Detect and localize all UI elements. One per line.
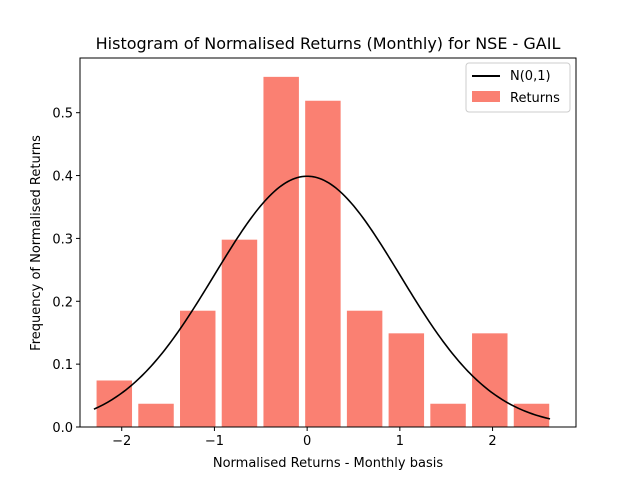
y-tick-label: 0.5 bbox=[52, 107, 73, 122]
x-axis-label: Normalised Returns - Monthly basis bbox=[213, 456, 443, 471]
y-tick-label: 0.1 bbox=[52, 358, 73, 373]
histogram-bar bbox=[96, 380, 133, 427]
histogram-bar bbox=[430, 403, 466, 427]
plot-frame bbox=[79, 57, 577, 428]
legend: N(0,1) Returns bbox=[465, 62, 571, 113]
x-tick-label: −2 bbox=[112, 434, 131, 449]
histogram-bar bbox=[305, 100, 341, 428]
histogram-bar bbox=[263, 76, 299, 427]
legend-bar-swatch bbox=[472, 91, 500, 102]
histogram-bar bbox=[388, 333, 425, 427]
histogram-bar bbox=[346, 310, 383, 427]
x-tick-label: 2 bbox=[488, 434, 496, 449]
normal-curve-line bbox=[93, 175, 551, 420]
x-tick-label: −1 bbox=[205, 434, 224, 449]
y-tick-label: 0.2 bbox=[52, 295, 73, 310]
bars-group bbox=[96, 76, 550, 428]
x-tick-label: 1 bbox=[396, 434, 404, 449]
legend-label-returns: Returns bbox=[510, 91, 560, 106]
histogram-bar bbox=[180, 310, 216, 427]
chart-title: Histogram of Normalised Returns (Monthly… bbox=[96, 34, 561, 53]
y-tick-label: 0.4 bbox=[52, 170, 73, 185]
histogram-bar bbox=[138, 403, 174, 427]
y-tick-label: 0.3 bbox=[52, 232, 73, 247]
x-axis-ticks: −2 −1 0 1 2 bbox=[112, 427, 497, 449]
x-tick-label: 0 bbox=[303, 434, 311, 449]
histogram-bar bbox=[221, 239, 258, 427]
legend-label-normal: N(0,1) bbox=[510, 69, 551, 84]
y-tick-label: 0.0 bbox=[52, 421, 73, 436]
y-axis-ticks: 0.0 0.1 0.2 0.3 0.4 0.5 bbox=[52, 107, 80, 436]
histogram-bar bbox=[513, 403, 550, 427]
y-axis-label: Frequency of Normalised Returns bbox=[29, 135, 44, 351]
